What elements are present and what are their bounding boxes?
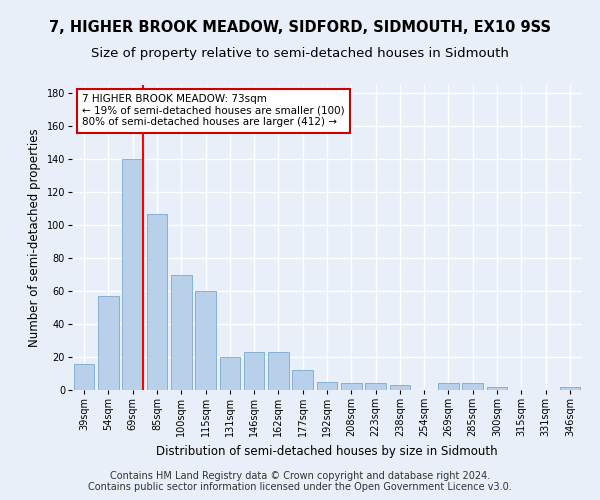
Y-axis label: Number of semi-detached properties: Number of semi-detached properties (28, 128, 41, 347)
Bar (365, 384, 386, 390)
Bar (292, 370, 313, 390)
Text: Contains HM Land Registry data © Crown copyright and database right 2024.: Contains HM Land Registry data © Crown c… (110, 471, 490, 481)
Text: Contains public sector information licensed under the Open Government Licence v3: Contains public sector information licen… (88, 482, 512, 492)
Bar (122, 159, 143, 390)
Text: 7, HIGHER BROOK MEADOW, SIDFORD, SIDMOUTH, EX10 9SS: 7, HIGHER BROOK MEADOW, SIDFORD, SIDMOUT… (49, 20, 551, 35)
Bar (171, 274, 191, 390)
Bar (341, 384, 362, 390)
Bar (98, 296, 119, 390)
Bar (268, 352, 289, 390)
Text: Size of property relative to semi-detached houses in Sidmouth: Size of property relative to semi-detach… (91, 48, 509, 60)
Bar (146, 214, 167, 390)
Bar (244, 352, 265, 390)
Text: 7 HIGHER BROOK MEADOW: 73sqm
← 19% of semi-detached houses are smaller (100)
80%: 7 HIGHER BROOK MEADOW: 73sqm ← 19% of se… (82, 94, 345, 128)
Bar (74, 364, 94, 390)
Bar (220, 357, 240, 390)
Bar (487, 386, 508, 390)
Bar (389, 385, 410, 390)
Bar (463, 384, 483, 390)
Bar (317, 382, 337, 390)
X-axis label: Distribution of semi-detached houses by size in Sidmouth: Distribution of semi-detached houses by … (156, 444, 498, 458)
Bar (560, 386, 580, 390)
Bar (195, 291, 216, 390)
Bar (438, 384, 459, 390)
